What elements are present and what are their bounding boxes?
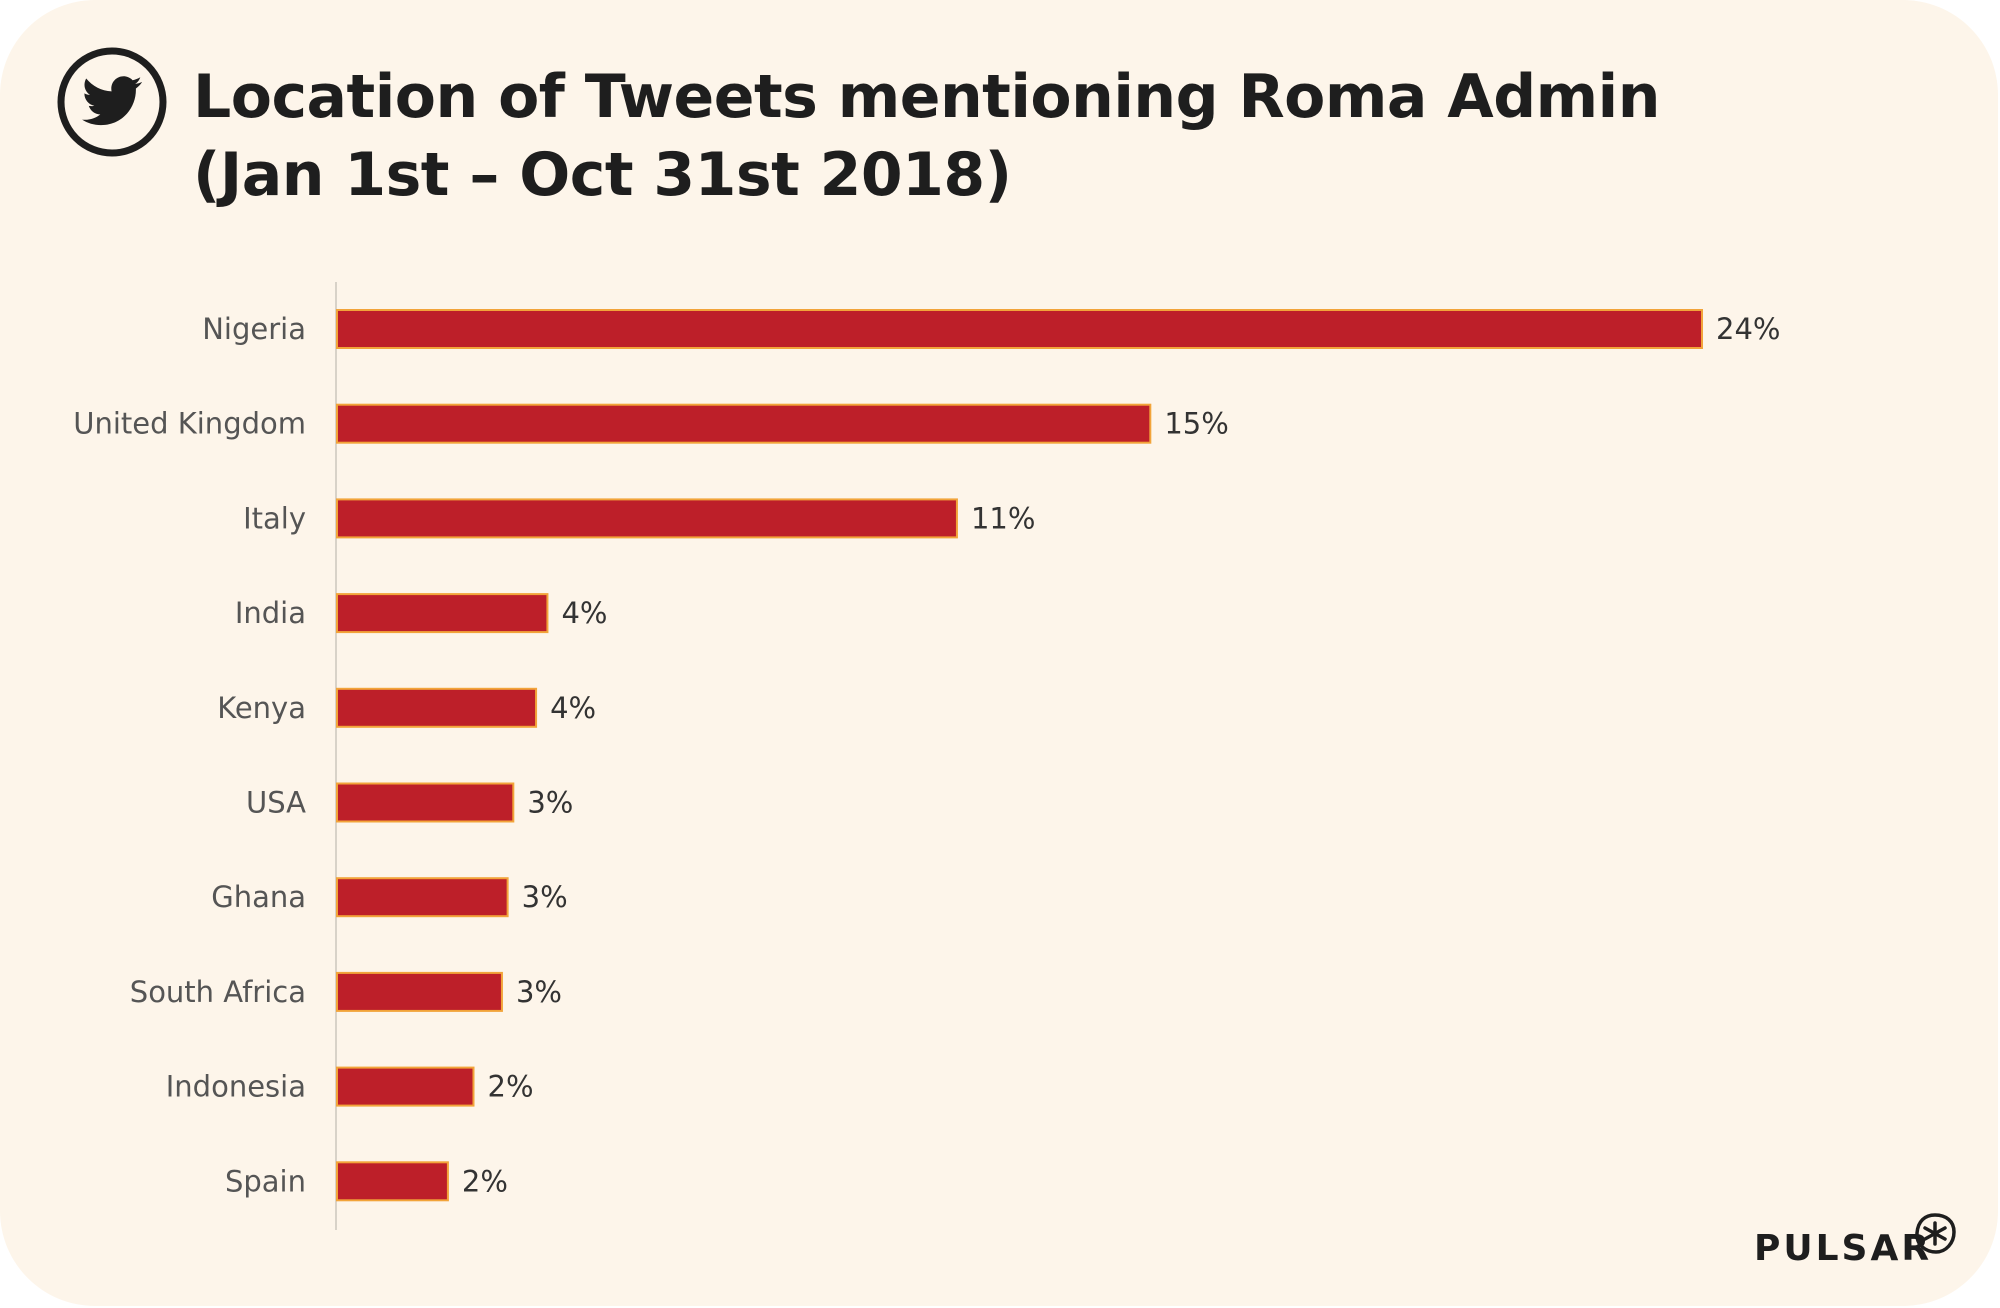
value-label: 3% [527,786,573,820]
value-label: 2% [488,1070,534,1104]
category-label: USA [246,786,306,820]
value-label: 3% [516,975,562,1009]
bar-usa [336,782,515,823]
value-label: 11% [971,501,1035,535]
category-label: Spain [225,1164,306,1198]
bar-italy [336,498,958,539]
bar-united-kingdom [336,403,1152,444]
category-label: Ghana [211,880,306,914]
bar-spain [336,1161,449,1202]
value-label: 3% [522,880,568,914]
category-label: Nigeria [202,312,306,346]
chart-title: Location of Tweets mentioning Roma Admin… [193,58,1660,214]
bar-ghana [336,877,509,918]
logo-text: PULSAR [1754,1228,1933,1269]
title-line-1: Location of Tweets mentioning Roma Admin [193,62,1660,132]
pulsar-star-icon [1915,1213,1956,1254]
category-label: United Kingdom [73,407,306,441]
bar-india [336,593,549,634]
bar-south-africa [336,971,503,1012]
value-label: 4% [561,596,607,630]
category-label: India [235,596,306,630]
twitter-icon [57,47,167,157]
value-label: 4% [550,691,596,725]
category-label: Indonesia [166,1070,306,1104]
title-line-2: (Jan 1st – Oct 31st 2018) [193,140,1012,210]
value-label: 2% [462,1164,508,1198]
category-label: South Africa [130,975,306,1009]
value-label: 15% [1164,407,1228,441]
bar-indonesia [336,1066,475,1107]
value-label: 24% [1716,312,1780,346]
category-label: Kenya [217,691,306,725]
bar-nigeria [336,309,1703,349]
bar-kenya [336,687,538,728]
category-label: Italy [243,501,306,535]
